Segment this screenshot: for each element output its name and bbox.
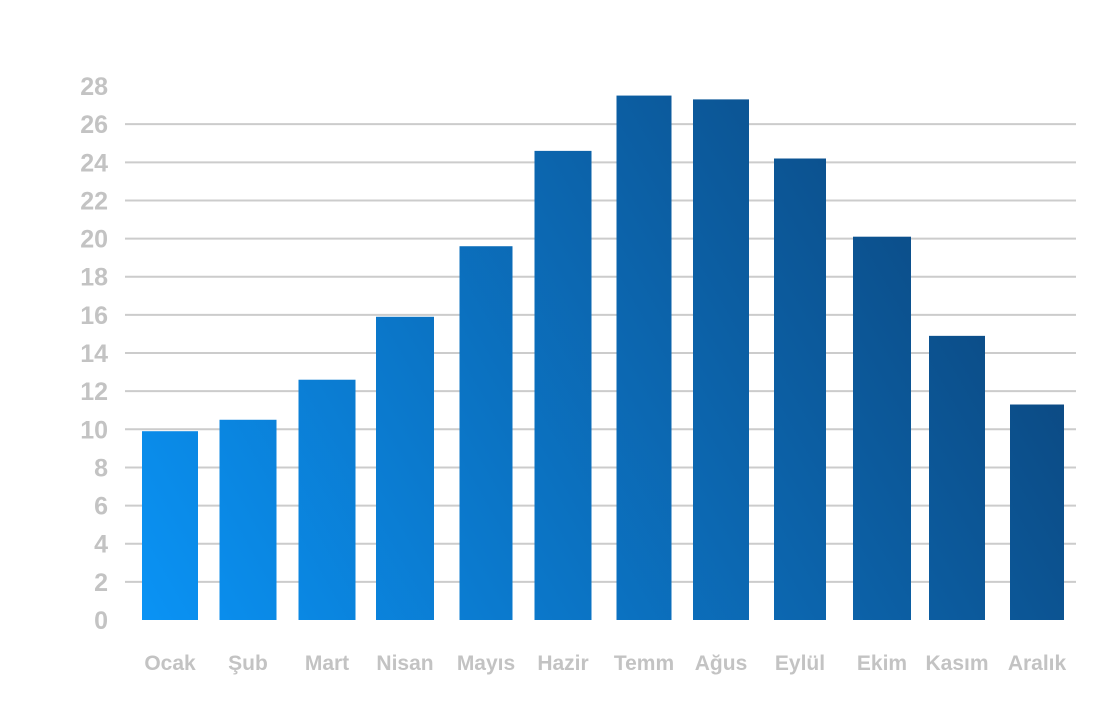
x-category-label: Nisan xyxy=(376,652,433,675)
y-tick-label: 26 xyxy=(80,111,108,139)
x-category-label: Hazir xyxy=(537,652,588,675)
bar-Şub xyxy=(219,419,277,620)
y-tick-label: 4 xyxy=(94,531,108,559)
bars xyxy=(142,95,1064,621)
y-tick-label: 22 xyxy=(80,187,108,215)
x-category-label: Mart xyxy=(305,652,349,675)
y-tick-label: 18 xyxy=(80,264,108,292)
x-axis-labels: Ocak Şub Mart Nisan Mayıs Hazir Temm Ağus Eylül E… xyxy=(144,652,1066,675)
bar-Mayıs xyxy=(459,246,513,620)
bar-Ağus xyxy=(693,99,749,621)
y-tick-label: 20 xyxy=(80,226,108,254)
y-tick-label: 10 xyxy=(80,416,108,444)
bar-Eylül xyxy=(774,158,826,621)
bar-Nisan xyxy=(376,316,434,620)
y-tick-label: 0 xyxy=(94,607,108,635)
x-category-label: Ocak xyxy=(144,652,196,675)
y-tick-label: 28 xyxy=(80,73,108,101)
y-tick-label: 8 xyxy=(94,454,108,482)
bar-Mart xyxy=(298,379,356,620)
bar-Hazir xyxy=(534,150,592,621)
gridlines xyxy=(125,123,1076,583)
bar-Kasım xyxy=(929,335,985,620)
x-category-label: Aralık xyxy=(1008,652,1067,675)
y-tick-label: 12 xyxy=(80,378,108,406)
x-category-label: Temm xyxy=(614,652,674,675)
x-category-label: Kasım xyxy=(925,652,988,675)
x-category-label: Ağus xyxy=(695,652,748,675)
y-tick-label: 16 xyxy=(80,302,108,330)
x-category-label: Eylül xyxy=(775,652,825,675)
bar-Temm xyxy=(616,95,672,620)
x-category-label: Şub xyxy=(228,652,268,675)
bar-Aralık xyxy=(1010,404,1064,620)
x-category-label: Mayıs xyxy=(457,652,515,675)
y-tick-label: 24 xyxy=(80,149,108,177)
y-tick-label: 2 xyxy=(94,569,108,597)
x-category-label: Ekim xyxy=(857,652,907,675)
y-tick-label: 14 xyxy=(80,340,108,368)
y-tick-label: 6 xyxy=(94,493,108,521)
bar-Ocak xyxy=(142,431,198,620)
bar-Ekim xyxy=(853,236,911,620)
